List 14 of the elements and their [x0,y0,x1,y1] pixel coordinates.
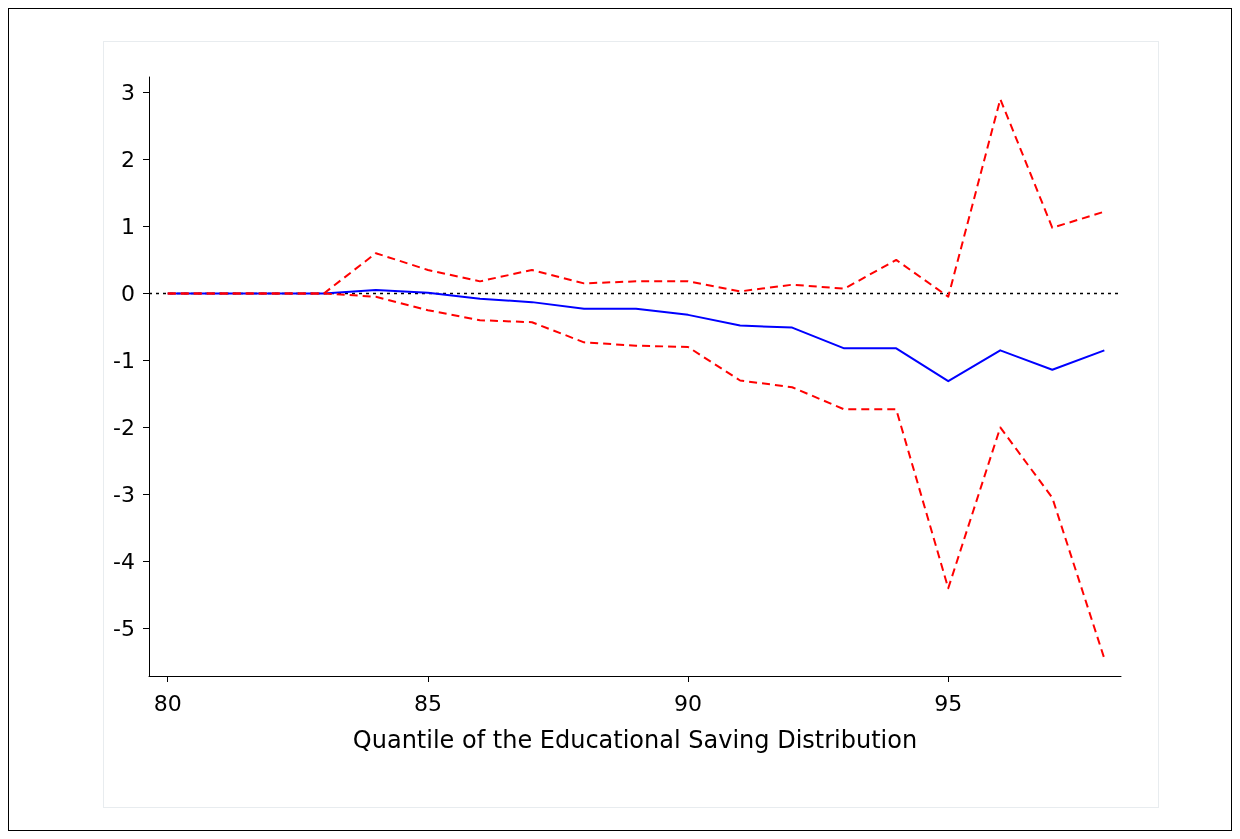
x-tick-label: 90 [674,690,703,716]
y-tick-label: -3 [113,481,135,507]
x-tick-label: 85 [413,690,442,716]
y-tick-label: 0 [121,280,135,306]
y-tick-label: 2 [121,146,135,172]
x-axis-title: Quantile of the Educational Saving Distribution [352,726,918,754]
y-tick-label: 1 [121,213,135,239]
y-tick-label: 3 [121,79,135,105]
x-tick-label: 80 [153,690,182,716]
y-tick-label: -4 [113,548,135,574]
y-tick-label: -2 [113,414,135,440]
y-tick-label: -1 [113,347,135,373]
x-tick-label: 95 [934,690,963,716]
y-tick-label: -5 [113,615,135,641]
